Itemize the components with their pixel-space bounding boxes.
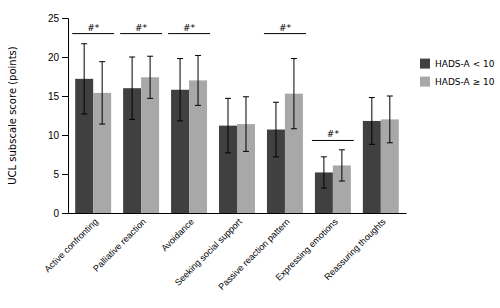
- error-bar: [195, 55, 201, 105]
- error-bar: [225, 98, 231, 153]
- tick: Avoidance: [159, 217, 196, 254]
- bracket: [264, 33, 306, 34]
- tick: 5: [53, 169, 68, 180]
- tick: Reassuring thoughts: [322, 216, 388, 282]
- tick: 10: [48, 130, 68, 141]
- tick-label: Avoidance: [159, 217, 196, 254]
- legend-swatch: [420, 77, 430, 87]
- y-axis-title: UCL subscale score (points): [7, 46, 18, 185]
- tick: 0: [53, 208, 68, 219]
- axis-line: [69, 213, 407, 214]
- tick-mark: [62, 213, 68, 214]
- tick-label: 15: [48, 91, 60, 102]
- chart: 0 5 10 15 20 25 Active confrontingPalliative r…: [0, 0, 500, 308]
- tick: 25: [48, 13, 68, 24]
- error-bar: [339, 150, 345, 181]
- tick-mark: [62, 174, 68, 175]
- x-axis: Active confrontingPalliative reactionAvo…: [42, 214, 406, 292]
- annotation: #*: [279, 23, 292, 33]
- legend-label: HADS-A ≥ 10: [435, 77, 495, 87]
- error-bar: [147, 56, 153, 98]
- error-bar: [387, 96, 393, 143]
- legend-label: HADS-A < 10: [435, 59, 495, 69]
- tick-label: 25: [48, 13, 60, 24]
- plot: 0 5 10 15 20 25 Active confrontingPalliative r…: [42, 13, 406, 292]
- tick: Palliative reaction: [91, 217, 148, 274]
- bracket: [72, 33, 114, 34]
- tick: 20: [48, 52, 68, 63]
- marks: [75, 44, 399, 213]
- error-bar: [177, 59, 183, 121]
- tick-mark: [62, 135, 68, 136]
- tick-label: 0: [53, 208, 59, 219]
- annotation: #*: [87, 23, 100, 33]
- tick: 15: [48, 91, 68, 102]
- error-bar: [369, 98, 375, 145]
- legend: HADS-A < 10 HADS-A ≥ 10: [420, 59, 495, 87]
- error-bar: [129, 57, 135, 119]
- y-axis: 0 5 10 15 20 25: [48, 13, 69, 219]
- error-bar: [243, 97, 249, 152]
- tick-label: Palliative reaction: [91, 217, 148, 274]
- error-bar: [273, 102, 279, 157]
- error-bar: [291, 59, 297, 129]
- tick-mark: [62, 18, 68, 19]
- tick-mark: [62, 96, 68, 97]
- bracket: [120, 33, 162, 34]
- tick-mark: [62, 57, 68, 58]
- tick-label: Reassuring thoughts: [322, 216, 388, 282]
- series: [75, 44, 381, 213]
- legend-item: HADS-A < 10: [420, 59, 495, 69]
- tick-label: 10: [48, 130, 60, 141]
- error-bar: [81, 44, 87, 114]
- tick-label: 20: [48, 52, 60, 63]
- annotation: #*: [327, 129, 340, 139]
- legend-swatch: [420, 59, 430, 69]
- bracket: [168, 33, 210, 34]
- annotation: #*: [183, 23, 196, 33]
- error-bar: [321, 157, 327, 188]
- axis-line: [62, 19, 69, 214]
- bracket: [312, 140, 354, 141]
- error-bar: [99, 62, 105, 124]
- tick-label: 5: [53, 169, 59, 180]
- series: [93, 55, 399, 213]
- legend-item: HADS-A ≥ 10: [420, 77, 495, 87]
- annotation: #*: [135, 23, 148, 33]
- annotations: #* #* #* #* #*: [72, 23, 354, 141]
